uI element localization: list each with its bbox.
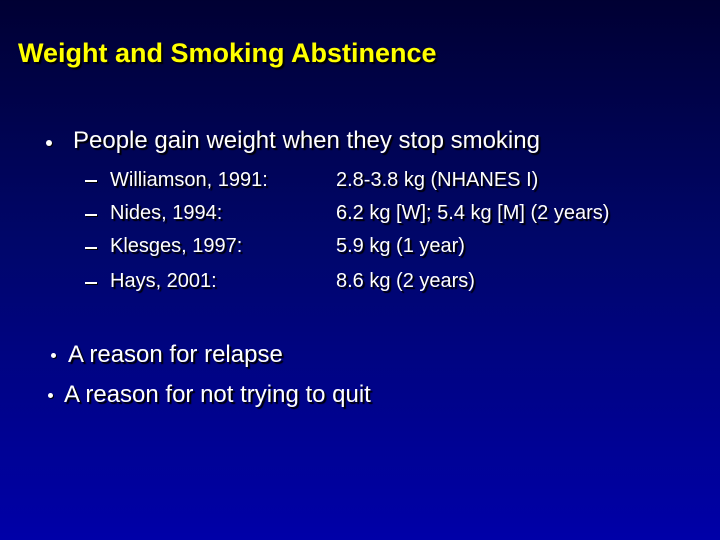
slide-title: Weight and Smoking Abstinence (18, 38, 437, 68)
item-source: Hays, 2001: (110, 270, 217, 292)
item-source: Nides, 1994: (110, 202, 223, 224)
sub-bullet-marker (85, 214, 97, 216)
bullet-marker (48, 393, 53, 398)
item-value: 6.2 kg [W]; 5.4 kg [M] (2 years) (336, 202, 610, 224)
bullet-text: People gain weight when they stop smokin… (73, 127, 540, 154)
item-value: 2.8-3.8 kg (NHANES I) (336, 169, 539, 191)
item-value: 5.9 kg (1 year) (336, 235, 465, 257)
sub-bullet-marker (85, 282, 97, 284)
item-source: Williamson, 1991: (110, 169, 268, 191)
bullet-marker (51, 353, 56, 358)
bullet-text: A reason for relapse (68, 341, 283, 368)
item-value: 8.6 kg (2 years) (336, 270, 475, 292)
sub-bullet-marker (85, 247, 97, 249)
bullet-marker (46, 140, 52, 146)
sub-bullet-marker (85, 180, 97, 182)
item-source: Klesges, 1997: (110, 235, 243, 257)
bullet-text: A reason for not trying to quit (64, 381, 371, 408)
